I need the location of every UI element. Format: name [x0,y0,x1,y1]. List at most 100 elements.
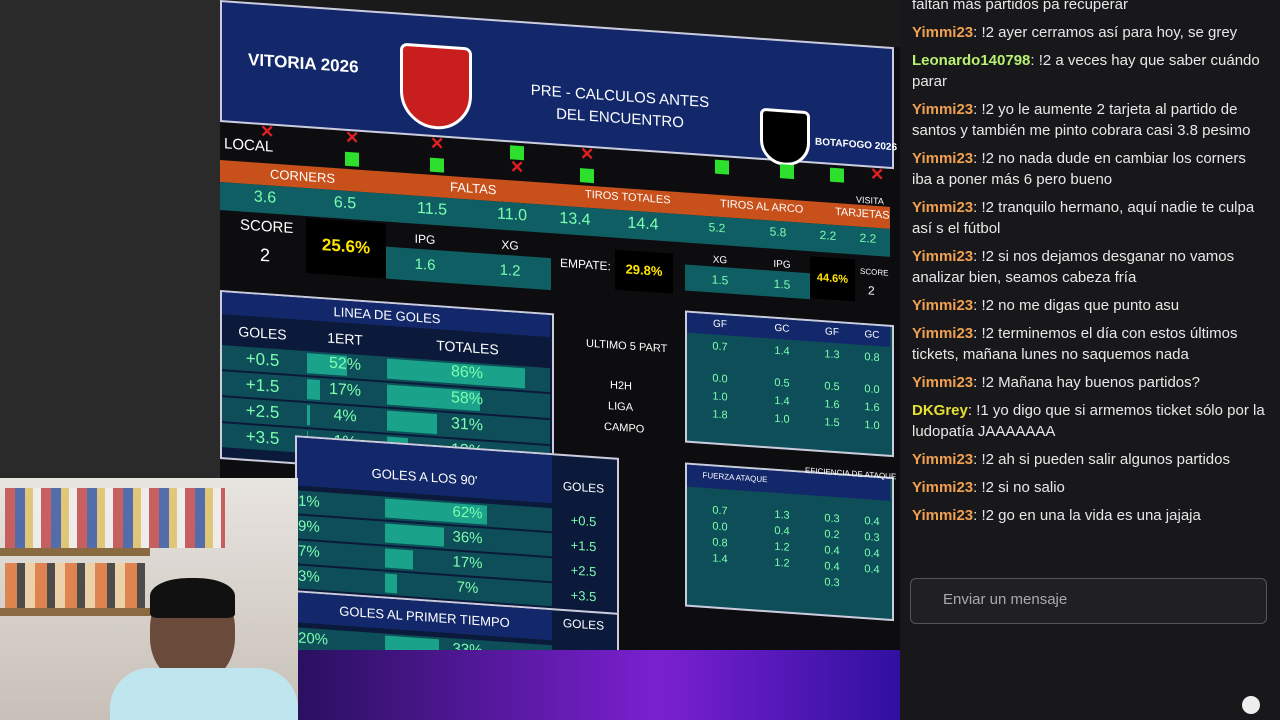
stat-value: 11.5 [417,199,447,219]
stat-value: 14.4 [627,214,659,234]
percent-cell: 3% [298,567,320,586]
metric-value: 1.5 [711,272,729,288]
check-square [580,168,594,184]
chat-message: Yimmi23: !2 yo le aumente 2 tarjeta al p… [912,99,1267,141]
visit-label: VISITA [856,194,884,207]
chat-user[interactable]: Yimmi23 [912,507,974,524]
stat-value: 5.2 [708,220,726,236]
ultimo-row: H2H [610,379,633,393]
metric-label: IPG [414,231,436,248]
chat-text: !2 a veces hay que saber cuándo parar [912,52,1260,90]
score-label: SCORE [860,266,889,278]
goal-stat: 0.5 [774,376,790,390]
stat-value: 5.8 [769,224,787,240]
attack-stat: 0.3 [864,531,880,545]
chat-message: Yimmi23: !2 no nada dude en cambiar los … [912,148,1267,190]
chat-message: faltan más partidos pa recuperar [912,0,1128,13]
separator: : [973,199,982,216]
stat-value: 6.5 [333,193,357,213]
check-square [780,164,794,180]
attack-stat: 0.4 [864,515,880,529]
chat-message: Yimmi23: !2 go en una la vida es una jaj… [912,505,1267,526]
chat-message: Yimmi23: !2 si no salio [912,477,1267,498]
chat-user[interactable]: Yimmi23 [912,24,974,41]
chat-user[interactable]: Yimmi23 [912,374,974,391]
chat-message: DKGrey: !1 yo digo que si armemos ticket… [912,400,1267,442]
shelf [0,608,150,616]
goal-stat: 1.3 [824,348,840,362]
score-label: SCORE [240,216,294,238]
chat-text: !2 ah si pueden salir algunos partidos [981,451,1231,468]
chat-input[interactable]: Enviar un mensaje [910,578,1267,624]
score-value: 2 [260,244,271,266]
chat-user[interactable]: Leonardo140798 [912,52,1031,69]
chat-text: !1 yo digo que si armemos ticket sólo po… [912,402,1265,440]
separator: : [967,402,977,419]
separator: : [973,507,982,524]
chat-text: !2 terminemos el día con estos últimos t… [912,325,1238,363]
metric-label: XG [501,237,519,253]
chat-text: !2 si no salio [981,479,1065,496]
goal-stat: 1.8 [712,408,728,422]
chat-message: Leonardo140798: !2 a veces hay que saber… [912,50,1267,92]
chat-user[interactable]: Yimmi23 [912,297,974,314]
metric-value: 1.5 [773,276,791,292]
shelf [0,548,150,556]
chat-text: !2 si nos dejamos desganar no vamos anal… [912,248,1235,286]
stat-label: FALTAS [450,179,497,198]
separator: : [973,374,982,391]
chat-user[interactable]: Yimmi23 [912,199,974,216]
chat-message: Yimmi23: !2 tranquilo hermano, aquí nadi… [912,197,1267,239]
separator: : [973,150,982,167]
visit-crest [760,107,810,168]
goal-stat: 1.0 [864,419,880,433]
chat-message: Yimmi23: !2 ah si pueden salir algunos p… [912,449,1267,470]
attack-stat: 1.2 [774,556,790,570]
separator: : [973,101,982,118]
cross-icon: ✕ [345,127,360,148]
check-square [830,167,844,183]
chat-user[interactable]: Yimmi23 [912,101,974,118]
spreadsheet: VITORIA 2026 PRE - CALCULOS ANTES DEL ENC… [220,0,900,720]
goal-stat: 1.0 [712,390,728,404]
attack-stat: 0.4 [864,547,880,561]
chat-text: !2 Mañana hay buenos partidos? [981,374,1201,391]
attack-stat: 0.4 [824,560,840,574]
chat-messages: faltan más partidos pa recuperar Yimmi23:… [912,0,1267,526]
chat-message: Yimmi23: !2 ayer cerramos así para hoy, … [912,22,1267,43]
chat-user[interactable]: DKGrey [912,402,968,419]
chat-message: Yimmi23: !2 no me digas que punto asu [912,295,1267,316]
chat-text: !2 ayer cerramos así para hoy, se grey [981,24,1238,41]
emote-icon[interactable] [1242,696,1260,714]
check-square [715,159,729,175]
chat-message: Yimmi23: !2 Mañana hay buenos partidos? [912,372,1267,393]
goal-stat: 1.6 [864,401,880,415]
stat-value: 3.6 [253,188,277,207]
chat-user[interactable]: Yimmi23 [912,325,974,342]
chat-text: !2 no nada dude en cambiar los corners i… [912,150,1246,188]
ultimo-row: LIGA [608,400,634,414]
chat-user[interactable]: Yimmi23 [912,451,974,468]
check-square [430,157,444,173]
attack-stat: 0.3 [824,512,840,526]
chat-user[interactable]: Yimmi23 [912,248,974,265]
chat-text: !2 go en una la vida es una jajaja [981,507,1201,524]
goal-stat: 0.7 [712,340,728,354]
separator: : [973,451,982,468]
percent-cell: 9% [298,517,320,536]
purple-glow [298,650,900,720]
attack-stat: 0.3 [824,576,840,590]
chat-message: Yimmi23: !2 si nos dejamos desganar no v… [912,246,1267,288]
figures [5,563,145,608]
separator: : [973,248,982,265]
chat-user[interactable]: Yimmi23 [912,479,974,496]
chat-text: !2 yo le aumente 2 tarjeta al partido de… [912,101,1251,139]
chat-user[interactable]: Yimmi23 [912,150,974,167]
ultimo-title: ULTIMO 5 PART [586,337,668,356]
attack-stat: 0.4 [774,524,790,538]
percent-cell: 7% [298,542,320,561]
goal-stat: 0.0 [712,372,728,386]
goal-stat: 1.6 [824,398,840,412]
